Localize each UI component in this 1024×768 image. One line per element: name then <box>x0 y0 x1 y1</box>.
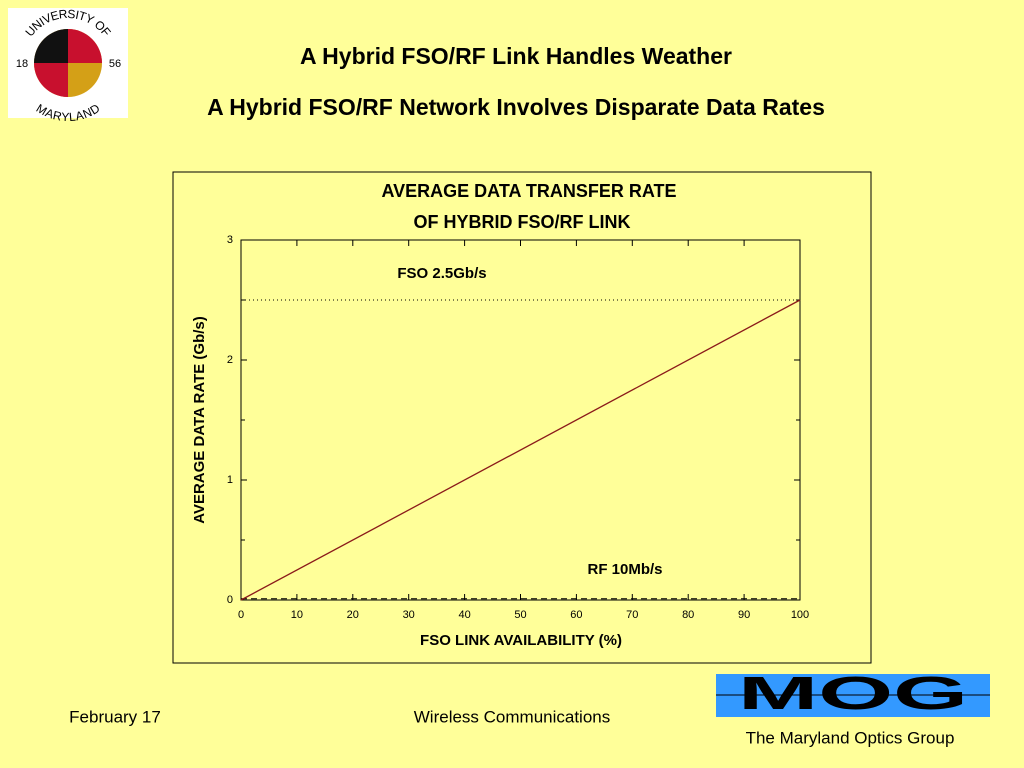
x-tick-label: 90 <box>738 609 750 621</box>
mog-logo: MOG <box>716 667 990 719</box>
logo-quarter <box>34 29 68 63</box>
logo-text: 56 <box>109 58 121 70</box>
chart-subtitle: OF HYBRID FSO/RF LINK <box>414 212 631 232</box>
plot: 0 10 20 30 40 50 60 70 80 90 100 0 1 2 3 FSO 2.5Gb/s RF … <box>227 234 809 621</box>
footer-group: The Maryland Optics Group <box>746 728 955 747</box>
chart-title: AVERAGE DATA TRANSFER RATE <box>382 181 677 201</box>
y-axis-label: AVERAGE DATA RATE (Gb/s) <box>191 316 208 524</box>
logo-text: 18 <box>16 58 28 70</box>
x-tick-label: 20 <box>347 609 359 621</box>
data-line <box>240 299 801 601</box>
x-tick-label: 50 <box>514 609 526 621</box>
x-tick-label: 0 <box>238 609 244 621</box>
annotation: RF 10Mb/s <box>587 561 662 578</box>
mog-text: MOG <box>738 667 968 719</box>
y-tick-label: 1 <box>227 474 233 486</box>
x-tick-label: 10 <box>291 609 303 621</box>
annotation: FSO 2.5Gb/s <box>397 265 486 282</box>
footer-course: Wireless Communications <box>414 707 611 726</box>
umd-logo: UNIVERSITY OF MARYLAND 18 56 <box>8 7 128 124</box>
logo-quarter <box>34 63 68 97</box>
logo-quarter <box>68 29 102 63</box>
slide-subtitle: A Hybrid FSO/RF Network Involves Dispara… <box>207 94 825 120</box>
logo-text: MARYLAND <box>34 101 103 124</box>
x-tick-label: 70 <box>626 609 638 621</box>
x-tick-label: 40 <box>458 609 470 621</box>
x-axis-label: FSO LINK AVAILABILITY (%) <box>420 632 622 649</box>
x-tick-label: 80 <box>682 609 694 621</box>
y-tick-label: 2 <box>227 354 233 366</box>
y-tick-label: 3 <box>227 234 233 246</box>
y-tick-label: 0 <box>227 594 233 606</box>
x-tick-label: 100 <box>791 609 809 621</box>
x-tick-label: 60 <box>570 609 582 621</box>
footer-date: February 17 <box>69 707 161 726</box>
slide-title: A Hybrid FSO/RF Link Handles Weather <box>300 43 732 69</box>
logo-text: MARYLAND <box>34 101 103 124</box>
chart-frame <box>172 171 872 664</box>
x-tick-label: 30 <box>403 609 415 621</box>
